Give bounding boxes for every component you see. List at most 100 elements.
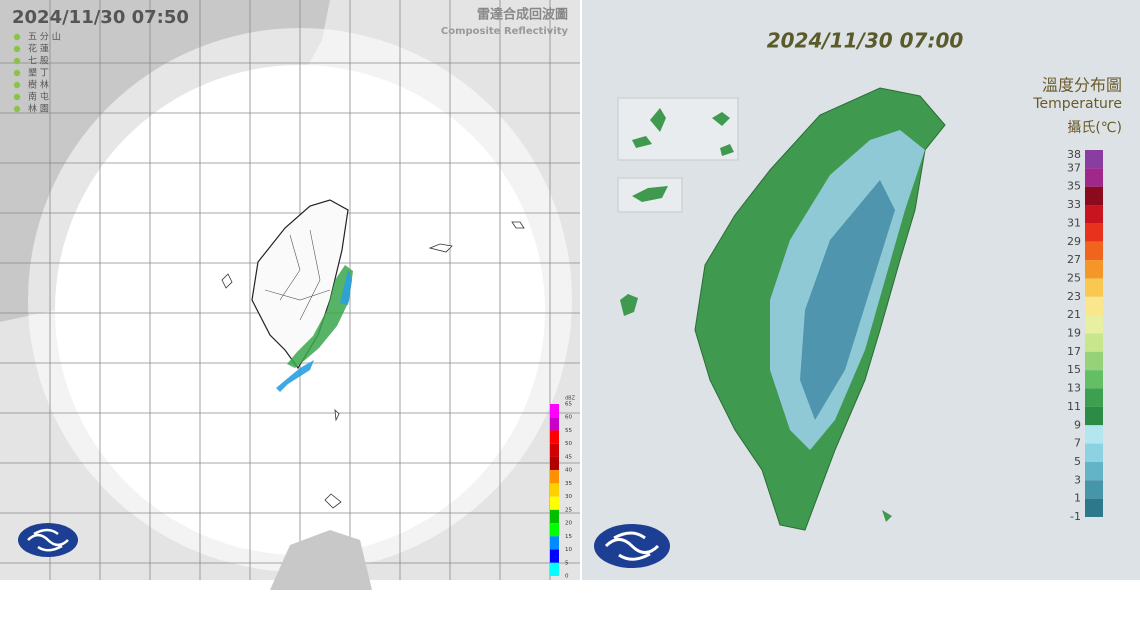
radar-scale-label: 55 bbox=[565, 428, 572, 434]
radar-scale-swatch bbox=[550, 404, 559, 418]
radar-scale-label: 10 bbox=[565, 547, 572, 553]
radar-scale-label: 5 bbox=[565, 560, 569, 566]
temperature-scale-swatch bbox=[1085, 205, 1103, 224]
temperature-scale-label: 27 bbox=[1067, 253, 1081, 266]
temperature-scale-swatch bbox=[1085, 260, 1103, 279]
station-dot bbox=[13, 69, 21, 77]
temperature-scale-swatch bbox=[1085, 370, 1103, 389]
temperature-scale-swatch bbox=[1085, 241, 1103, 261]
temperature-scale-swatch bbox=[1085, 406, 1103, 426]
station-label: 南 屯 bbox=[28, 91, 49, 103]
station-label: 墾 丁 bbox=[28, 67, 49, 79]
radar-scale-swatch bbox=[550, 443, 559, 457]
temperature-scale-label: 33 bbox=[1067, 198, 1081, 211]
radar-scale-swatch bbox=[550, 456, 559, 471]
temperature-scale-label: 1 bbox=[1074, 492, 1081, 505]
radar-scale-swatch bbox=[550, 496, 559, 510]
station-label: 五 分 山 bbox=[28, 32, 61, 43]
temperature-scale-swatch bbox=[1085, 461, 1103, 481]
station-label: 林 園 bbox=[28, 103, 49, 115]
temperature-scale-swatch bbox=[1085, 278, 1103, 297]
temperature-subtitle: Temperature bbox=[1032, 96, 1122, 112]
station-dot bbox=[13, 93, 21, 101]
temperature-panel: 2024/11/30 07:00 溫度分布圖 Temperature 攝氏(℃) bbox=[582, 0, 1140, 580]
station-dot bbox=[13, 57, 21, 65]
radar-scale-swatch bbox=[550, 417, 559, 431]
radar-scale-swatch bbox=[550, 549, 559, 563]
temperature-scale-label: 7 bbox=[1074, 437, 1081, 450]
radar-scale-label: 20 bbox=[565, 521, 572, 527]
temperature-scale-swatch bbox=[1085, 150, 1103, 169]
county-lines bbox=[264, 229, 331, 321]
temperature-scale-label: 9 bbox=[1074, 418, 1081, 431]
station-dot bbox=[13, 105, 21, 113]
temperature-scale-label: 35 bbox=[1067, 180, 1081, 193]
logo bbox=[18, 523, 78, 557]
temperature-scale-swatch bbox=[1085, 351, 1103, 371]
radar-panel: 2024/11/30 07:50 雷達合成回波圖 Composite Refle… bbox=[0, 0, 580, 590]
inset-matsu bbox=[617, 97, 739, 161]
radar-scale-label: 65 bbox=[565, 402, 572, 408]
radar-scale-label: 35 bbox=[565, 481, 572, 487]
luzon-land bbox=[270, 530, 372, 590]
temperature-unit: 攝氏(℃) bbox=[1067, 120, 1122, 136]
temperature-timestamp: 2024/11/30 07:00 bbox=[767, 29, 964, 53]
temperature-scale-label: 19 bbox=[1067, 327, 1081, 340]
temperature-scale-swatch bbox=[1085, 186, 1103, 206]
radar-scale-label: 25 bbox=[565, 507, 572, 513]
radar-scale-label: 50 bbox=[565, 441, 572, 447]
temperature-scale-swatch bbox=[1085, 333, 1103, 352]
station-label: 樹 林 bbox=[28, 79, 49, 91]
radar-scale-label: 40 bbox=[565, 468, 572, 474]
station-dot bbox=[13, 33, 21, 41]
radar-scale-label: 60 bbox=[565, 415, 572, 421]
radar-scale-swatch bbox=[550, 523, 559, 537]
temperature-scale-swatch bbox=[1085, 315, 1103, 334]
temperature-scale-label: 11 bbox=[1067, 400, 1081, 413]
radar-scale-swatch bbox=[550, 430, 559, 444]
temperature-scale-label: 5 bbox=[1074, 455, 1081, 468]
station-label: 花 蓮 bbox=[28, 43, 49, 55]
temperature-scale-swatch bbox=[1085, 498, 1103, 517]
temperature-scale-swatch bbox=[1085, 168, 1103, 187]
taiwan-outline bbox=[251, 199, 349, 370]
temperature-scale-label: 29 bbox=[1067, 235, 1081, 248]
radar-scale-swatch bbox=[550, 470, 559, 484]
radar-scale-label: 0 bbox=[565, 574, 569, 580]
temperature-scale-label: 38 bbox=[1067, 148, 1081, 161]
temperature-scale-label: 25 bbox=[1067, 271, 1081, 284]
temperature-scale-label: 31 bbox=[1067, 216, 1081, 229]
temperature-scale-label: 3 bbox=[1074, 473, 1081, 486]
temperature-title: 溫度分布圖 bbox=[1042, 76, 1122, 95]
radar-scale-label: 45 bbox=[565, 454, 572, 460]
temperature-scale-label: 13 bbox=[1067, 382, 1081, 395]
islands bbox=[221, 221, 525, 509]
radar-scale-swatch bbox=[550, 536, 559, 550]
radar-subtitle: Composite Reflectivity bbox=[441, 26, 569, 37]
radar-scale-swatch bbox=[550, 509, 559, 524]
high-mountain-zone bbox=[800, 180, 895, 420]
radar-scale-label: 30 bbox=[565, 494, 572, 500]
temperature-scale-label: 23 bbox=[1067, 290, 1081, 303]
temperature-scale-label: 17 bbox=[1067, 345, 1081, 358]
temperature-scale-swatch bbox=[1085, 480, 1103, 499]
radar-scale-unit: dBZ bbox=[565, 396, 576, 402]
temperature-scale-swatch bbox=[1085, 425, 1103, 444]
temperature-scale-label: 21 bbox=[1067, 308, 1081, 321]
temperature-scale-swatch bbox=[1085, 388, 1103, 407]
radar-scale-swatch bbox=[550, 562, 559, 576]
temperature-scale-swatch bbox=[1085, 296, 1103, 316]
grid bbox=[0, 0, 580, 580]
temperature-scale-label: 15 bbox=[1067, 363, 1081, 376]
radar-title: 雷達合成回波圖 bbox=[477, 7, 568, 23]
logo bbox=[594, 524, 670, 568]
temperature-scale-swatch bbox=[1085, 223, 1103, 242]
temperature-scale-label: -1 bbox=[1070, 510, 1081, 523]
temperature-scale-label: 37 bbox=[1067, 161, 1081, 174]
radar-scale-label: 15 bbox=[565, 534, 572, 540]
station-label: 七 股 bbox=[28, 56, 49, 67]
station-dot bbox=[13, 45, 21, 53]
radar-timestamp: 2024/11/30 07:50 bbox=[12, 7, 189, 28]
station-dots bbox=[13, 33, 21, 113]
